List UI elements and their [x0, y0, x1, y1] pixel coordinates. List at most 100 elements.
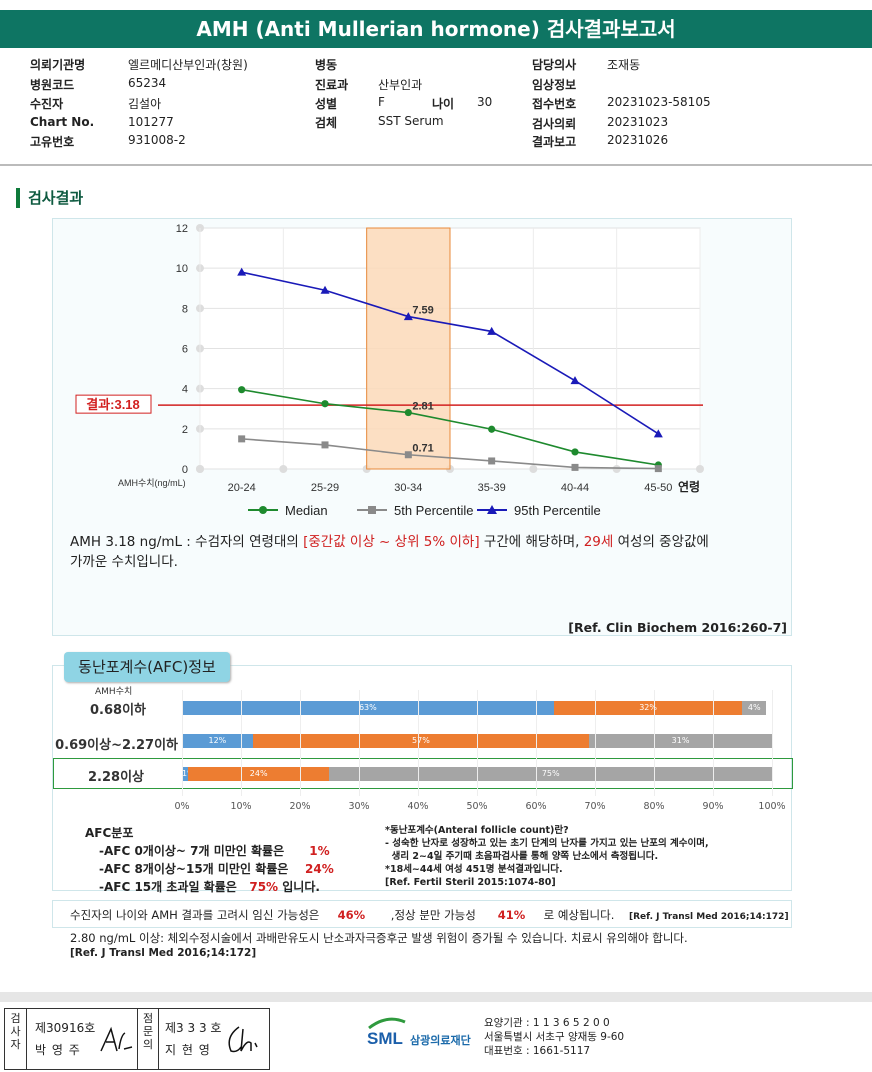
gridline — [595, 690, 596, 796]
stacked-bar: 63% 32% 4% — [182, 701, 772, 715]
report-title: AMH (Anti Mullerian hormone) 검사결과보고서 — [0, 10, 872, 48]
data-label: 7.59 — [412, 305, 433, 317]
info-value: 30 — [477, 95, 493, 109]
afc-dist-text: 입니다. — [278, 880, 320, 894]
x-tick-label: 20% — [289, 801, 311, 812]
legend-marker — [487, 505, 497, 514]
summary-range: [중간값 이상 ~ 상위 5% 이하] — [303, 534, 480, 550]
x-tick-dot — [696, 465, 704, 473]
result-row-highlight — [53, 758, 793, 789]
data-point — [403, 312, 413, 321]
section-title: 검사결과 — [16, 188, 83, 208]
afc-dist-value: 24% — [305, 862, 334, 876]
preg-text: 수진자의 나이와 AMH 결과를 고려시 임신 가능성은 — [70, 908, 320, 922]
data-point — [653, 429, 663, 438]
warning-text: 2.80 ng/mL 이상: 체외수정시술에서 과배란유도시 난소과자극증후군 … — [70, 931, 688, 945]
info-value: 931008-2 — [128, 133, 186, 147]
role-text: 검사자 — [10, 1012, 21, 1051]
data-point — [320, 285, 330, 294]
bar-segment: 75% — [329, 767, 772, 781]
summary-age: 29세 — [583, 534, 614, 550]
afc-dist-line: -AFC 15개 초과일 확률은 75% 입니다. — [85, 878, 334, 896]
x-tick-label: 60% — [525, 801, 547, 812]
afc-dist-title: AFC분포 — [85, 826, 134, 840]
preg-text: 로 예상됩니다. — [543, 908, 615, 922]
x-tick-label: 90% — [702, 801, 724, 812]
data-point — [404, 408, 412, 417]
info-label: 병동 — [315, 58, 338, 72]
legend-label: 95th Percentile — [514, 503, 601, 518]
stacked-bar: 12% 57% 31% — [182, 734, 772, 748]
afc-dist-text: -AFC 0개이상~ 7개 미만인 확률은 — [99, 844, 285, 858]
x-tick-dot — [279, 465, 288, 473]
info-value: 20231026 — [607, 133, 669, 147]
data-label: 0.71 — [412, 443, 433, 455]
signer-role: 점문의 — [137, 1009, 159, 1069]
info-label: 접수번호 — [532, 97, 577, 111]
stacked-bar: 1%24%75% — [182, 767, 772, 781]
x-tick-dot — [529, 465, 538, 473]
signer-name: 지 현 영 — [165, 1043, 211, 1057]
info-label: 나이 — [432, 97, 455, 111]
y-tick-label: 4 — [182, 384, 188, 396]
afc-dist-text: -AFC 15개 초과일 확률은 — [99, 880, 237, 894]
reference: [Ref. Clin Biochem 2016:260-7] — [568, 620, 787, 635]
info-label: 담당의사 — [532, 58, 577, 72]
x-tick-label: 30% — [348, 801, 370, 812]
bar-segment: 1% — [182, 767, 188, 781]
divider — [0, 164, 872, 166]
x-tick-label: 25-29 — [311, 482, 339, 494]
data-label: 2.81 — [412, 401, 433, 413]
y-tick-label: 0 — [182, 464, 188, 476]
data-point — [238, 435, 246, 443]
amh-chart: 0 2 4 6 8 10 12 결과:3.18 7.59 2.81 0.71 20-24 25-29 30… — [75, 223, 704, 518]
info-label: 고유번호 — [30, 135, 75, 149]
warning-ref: [Ref. J Transl Med 2016;14:172] — [70, 947, 257, 959]
info-value: 김설아 — [128, 97, 162, 111]
series-line — [241, 271, 659, 435]
preg-text: ,정상 분만 가능성 — [390, 908, 476, 922]
role-text: 점문의 — [142, 1012, 154, 1051]
org-line: 대표번호 : 1661-5117 — [484, 1045, 591, 1057]
afc-distribution: AFC분포 -AFC 0개이상~ 7개 미만인 확률은 1% -AFC 8개이상… — [85, 824, 334, 896]
data-point — [654, 465, 662, 473]
data-point — [321, 441, 329, 449]
data-point — [488, 425, 496, 433]
afc-dist-line: -AFC 0개이상~ 7개 미만인 확률은 1% — [85, 842, 334, 860]
bar-segment: 4% — [742, 701, 767, 715]
pregnancy-text: 수진자의 나이와 AMH 결과를 고려시 임신 가능성은 46% ,정상 분만 … — [70, 907, 789, 923]
info-value: F — [378, 95, 385, 109]
summary-part: 가까운 수치입니다. — [70, 554, 178, 570]
y-tick-label: 8 — [182, 303, 188, 315]
afc-dist-line: -AFC 8개이상~15개 미만인 확률은 24% — [85, 860, 334, 878]
y-tick-label: 12 — [176, 223, 188, 235]
info-label: 성별 — [315, 97, 338, 111]
x-tick-label: 20-24 — [228, 482, 256, 494]
gridline — [654, 690, 655, 796]
result-label: 결과:3.18 — [86, 397, 140, 412]
org-line: 요양기관 : 1 1 3 6 5 2 0 0 — [484, 1017, 610, 1029]
afc-dist-value: 75% — [249, 880, 279, 894]
gridline — [772, 690, 773, 796]
bar-segment: 32% — [553, 701, 743, 715]
bar-segment: 12% — [182, 734, 253, 748]
x-tick-label: 80% — [643, 801, 665, 812]
y-axis-label: AMH수치(ng/mL) — [118, 477, 186, 488]
summary-part: 구간에 해당하며, — [479, 534, 584, 550]
x-tick-label: 100% — [758, 801, 786, 812]
warning: 2.80 ng/mL 이상: 체외수정시술에서 과배란유도시 난소과자극증후군 … — [70, 931, 688, 961]
data-point — [237, 267, 247, 276]
org-line: 서울특별시 서초구 양재동 9-60 — [484, 1031, 625, 1043]
info-value: 20231023 — [607, 115, 669, 129]
gridline — [713, 690, 714, 796]
signer-name: 박 영 주 — [35, 1043, 81, 1057]
preg-value: 41% — [497, 908, 526, 922]
afc-row-label: 2.28이상 — [88, 770, 144, 785]
org-info: 요양기관 : 1 1 3 6 5 2 0 0 서울특별시 서초구 양재동 9-6… — [484, 1016, 624, 1058]
footer-divider — [0, 992, 872, 1002]
x-tick-label: 10% — [230, 801, 252, 812]
x-tick-label: 0% — [174, 801, 190, 812]
x-axis-label: 연령 — [678, 479, 700, 494]
y-tick-label: 2 — [182, 424, 188, 436]
info-label: 검사의뢰 — [532, 117, 577, 131]
